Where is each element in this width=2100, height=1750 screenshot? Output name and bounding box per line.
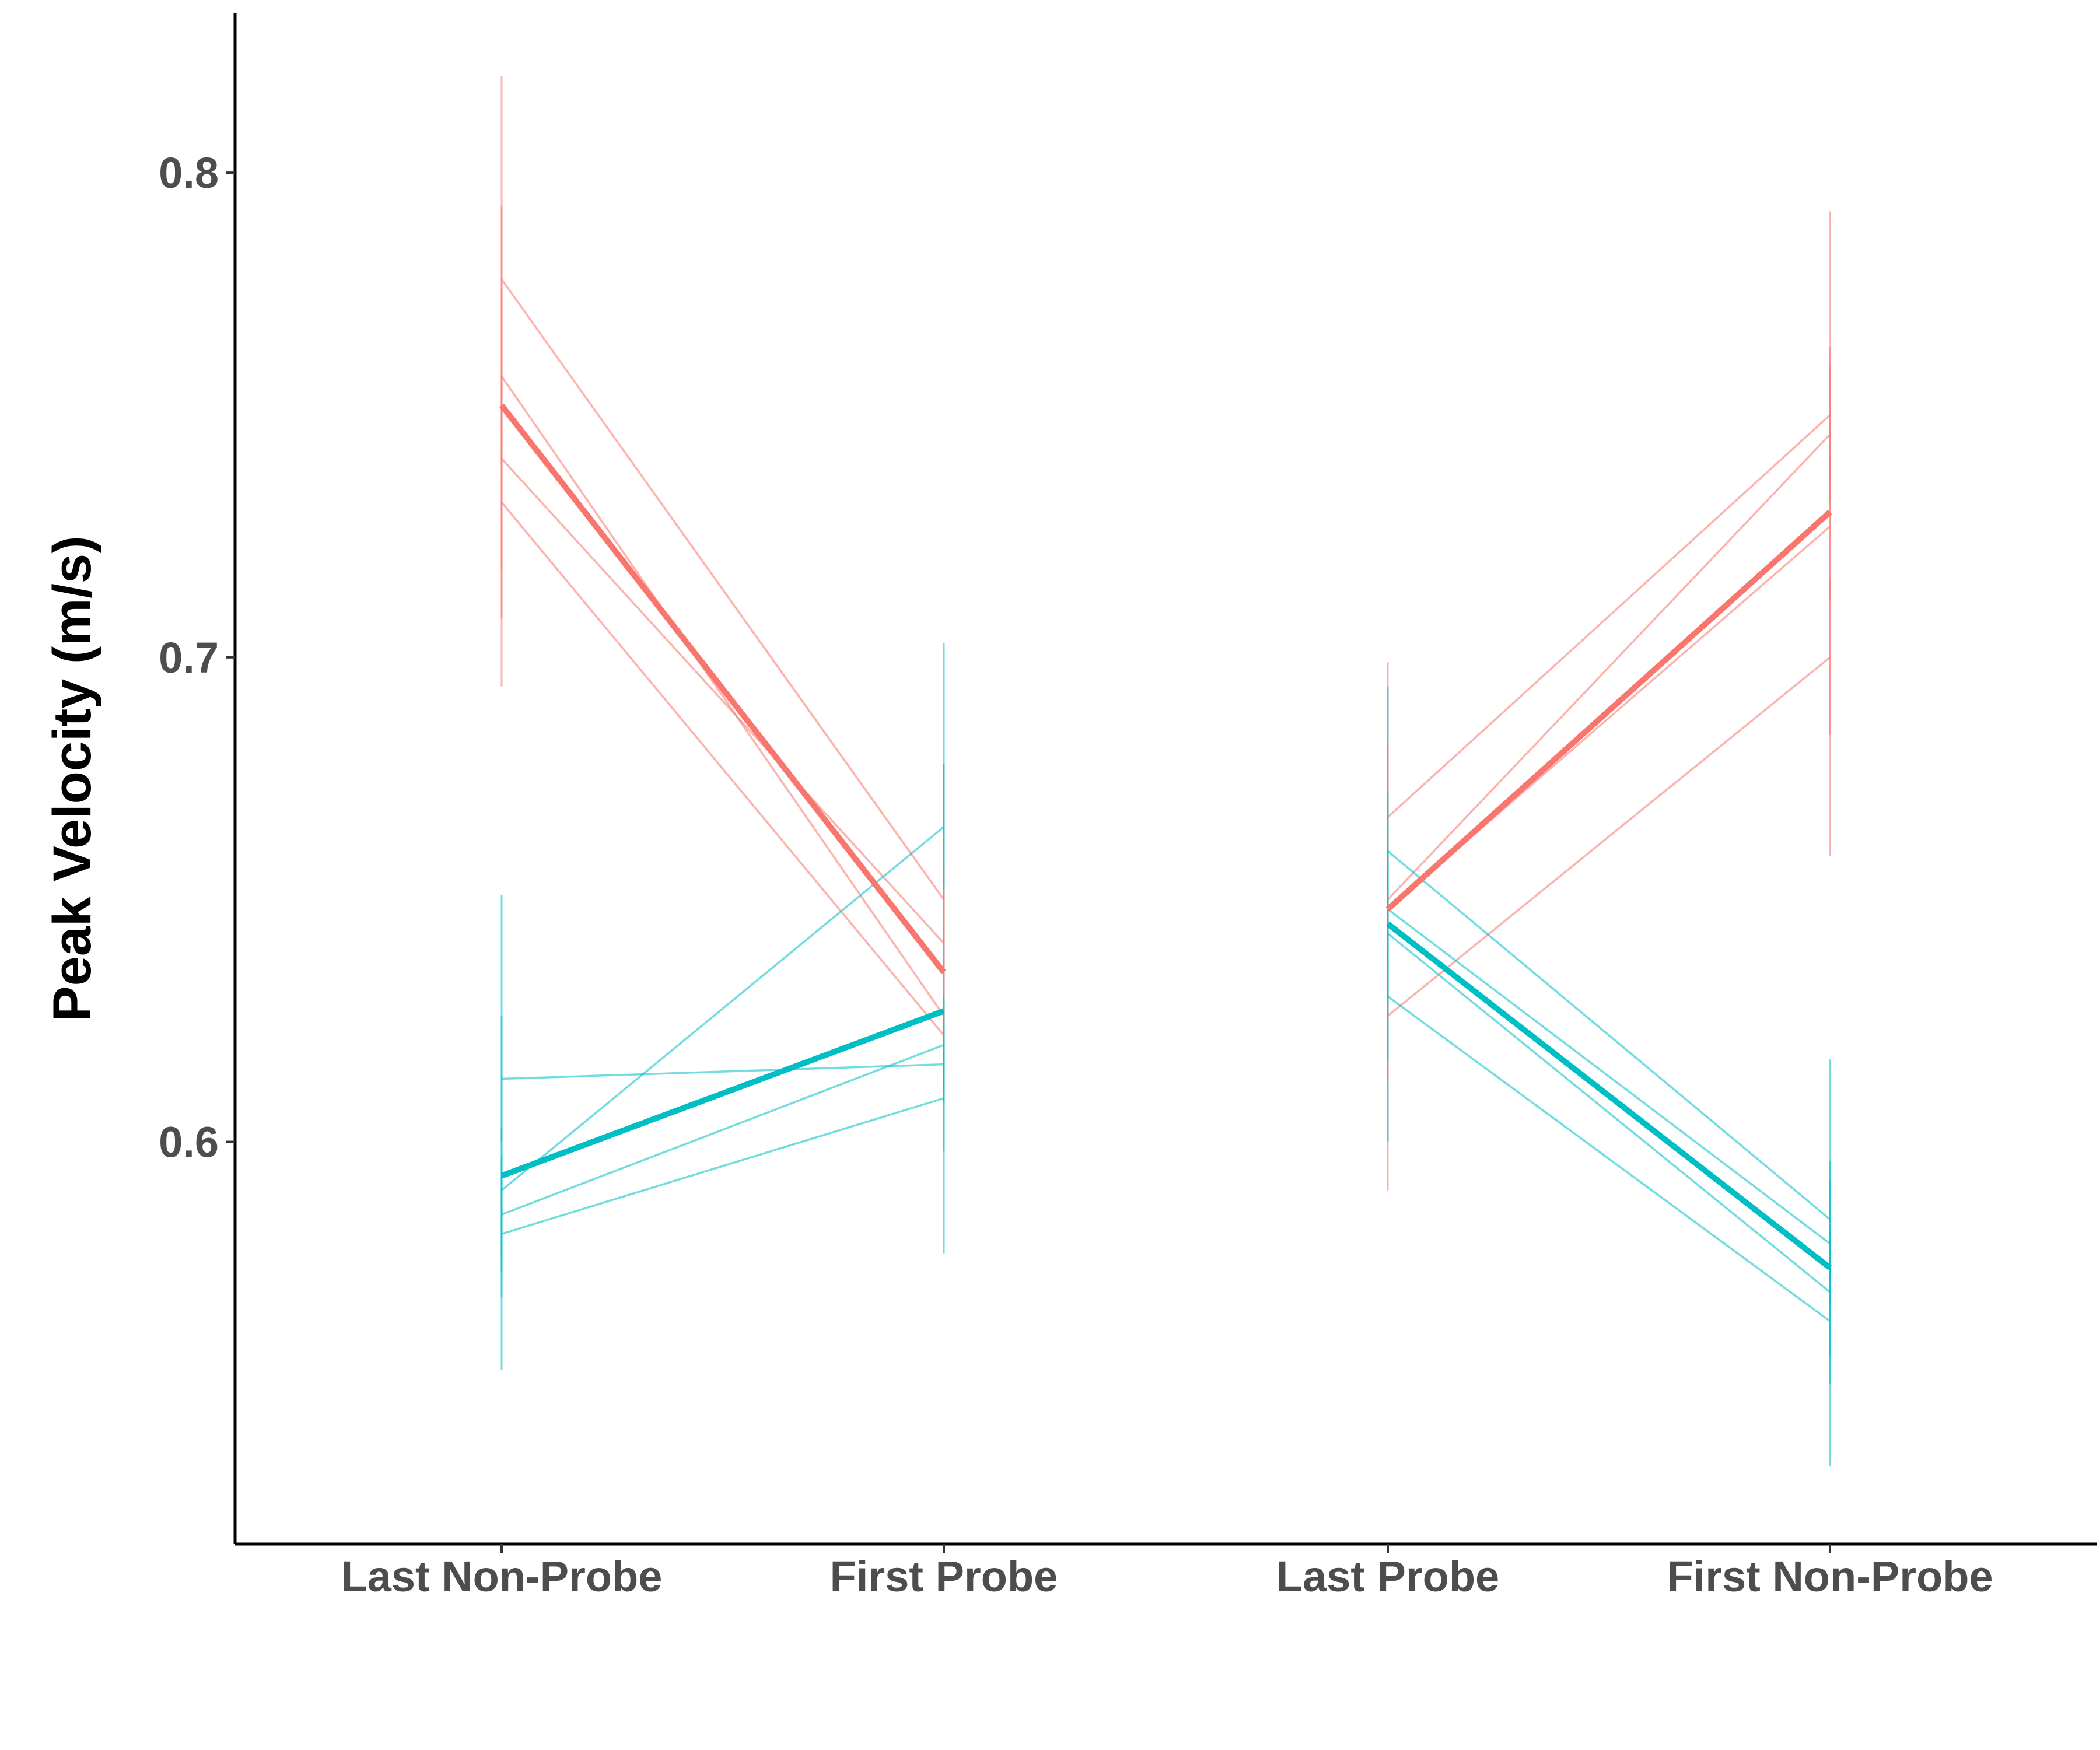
individual-line-teal-13 [1387,908,1831,1245]
individual-line-teal-5 [501,826,945,1191]
x-tick-label: First Probe [830,1552,1058,1601]
x-tick-label: First Non-Probe [1667,1552,1993,1601]
x-tick-label: Last Probe [1276,1552,1499,1601]
y-tick-label: 0.6 [159,1118,219,1167]
error-bars-layer [501,75,1831,1467]
individual-line-teal-15 [1387,995,1831,1322]
individual-line-teal-6 [501,1044,944,1216]
y-tick-label: 0.7 [159,634,219,682]
individual-lines-layer [501,278,1831,1322]
y-tick-label: 0.8 [159,149,219,197]
y-axis-title: Peak Velocity (m/s) [43,536,102,1022]
mean-line-teal-1 [501,1008,945,1179]
individual-line-teal-12 [1387,850,1831,1220]
individual-line-red-9 [1387,433,1831,901]
axes [233,13,2097,1546]
mean-lines-layer [499,403,1832,1270]
individual-line-red-0 [501,278,945,901]
mean-line-red-1 [499,403,946,974]
individual-line-red-3 [501,501,945,1036]
individual-line-red-11 [1387,656,1831,1017]
mean-line-red-2 [1385,509,1832,912]
tick-layer: 0.6 0.7 0.8 Last Non-Probe First Probe Last P… [159,149,1993,1601]
individual-line-red-1 [501,376,945,1017]
individual-line-teal-14 [1387,932,1831,1293]
individual-line-teal-7 [501,1097,944,1236]
individual-line-red-8 [1387,414,1831,818]
x-tick-label: Last Non-Probe [341,1552,663,1601]
individual-line-red-2 [501,458,945,944]
individual-line-teal-4 [501,1063,944,1080]
mean-line-teal-2 [1385,921,1832,1270]
